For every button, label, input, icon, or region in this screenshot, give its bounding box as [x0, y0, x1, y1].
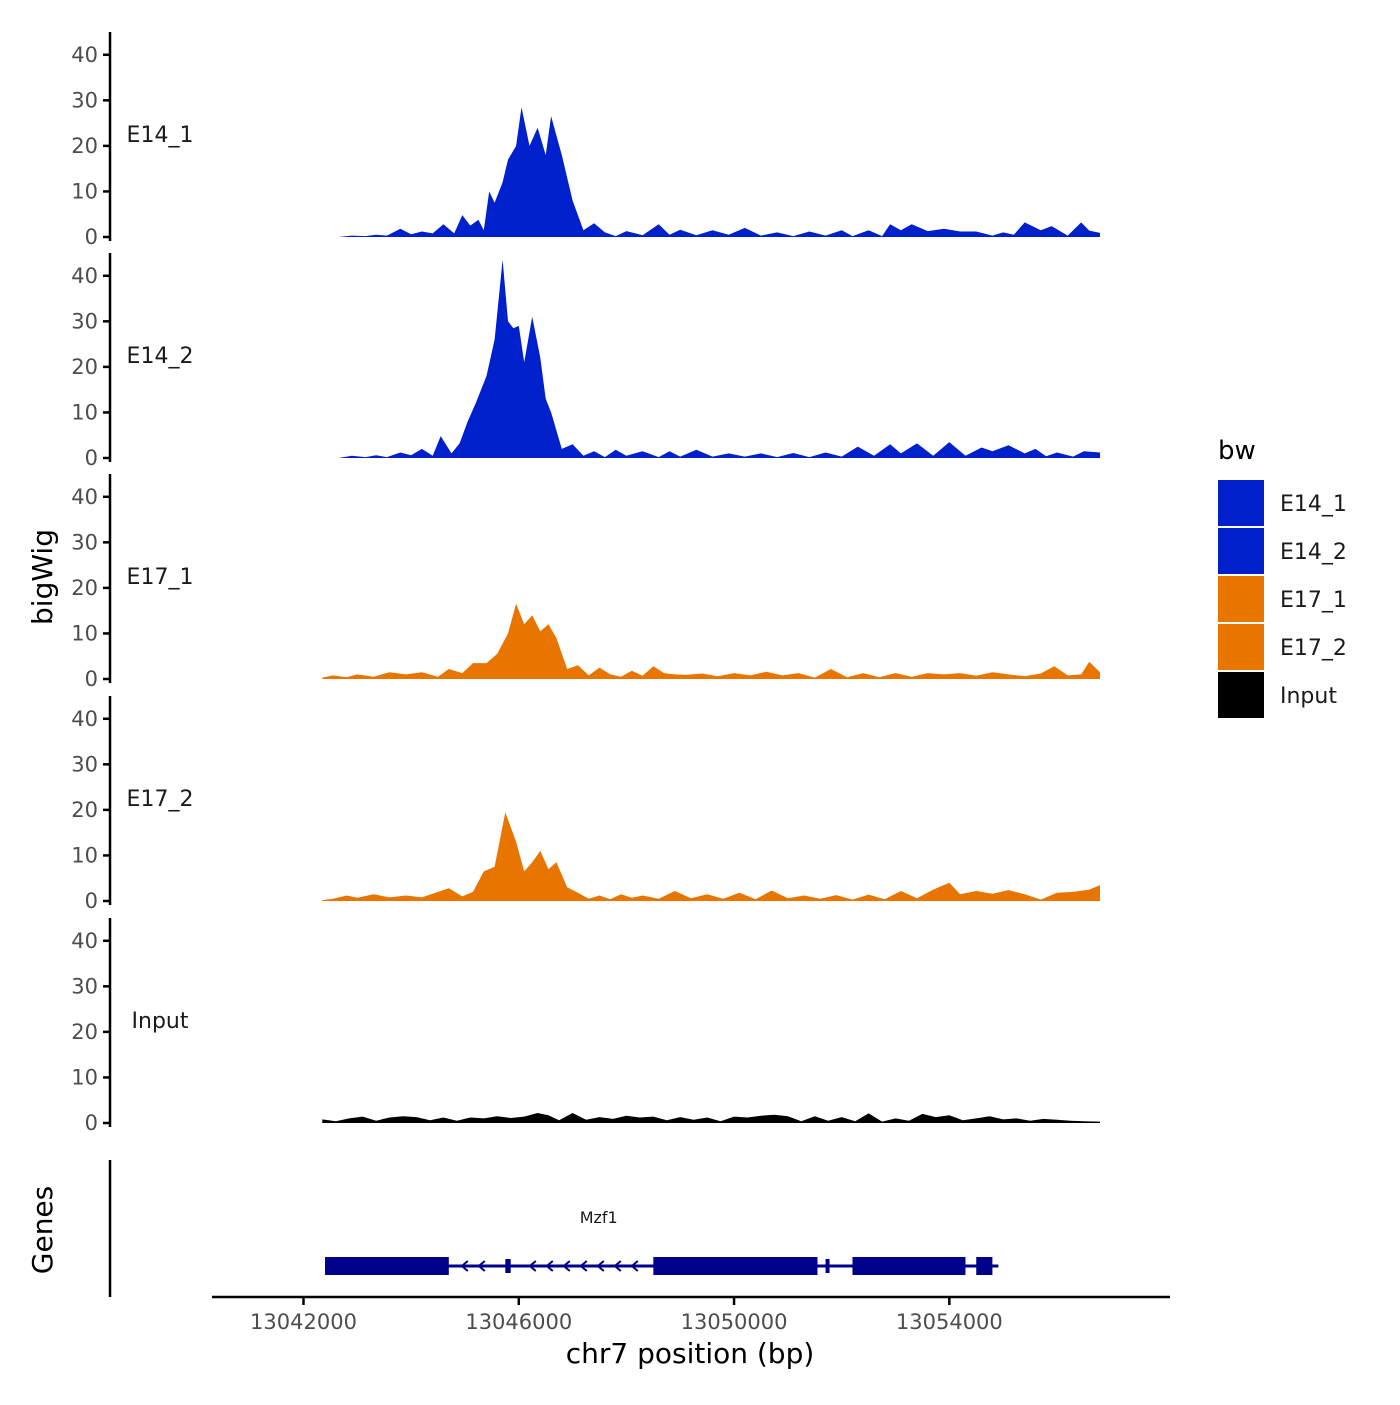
legend-swatch-E14_2 — [1218, 528, 1264, 574]
strand-chevron — [579, 1260, 588, 1272]
panels-layer: 0 10 20 30 40 E14_1 0 10 20 30 40 E14_2 0 10 20 30 40 E17… — [71, 32, 1100, 1135]
y-tick-label: 0 — [85, 667, 98, 691]
strand-chevron — [528, 1260, 537, 1272]
x-tick-label: 13054000 — [896, 1310, 1003, 1334]
y-tick-label: 10 — [71, 1065, 98, 1089]
gene-exon — [505, 1259, 511, 1273]
y-axis-title: bigWig — [26, 529, 59, 625]
legend-title: bw — [1218, 436, 1256, 466]
y-tick-label: 30 — [71, 309, 98, 333]
panel-label: E17_2 — [127, 787, 194, 812]
gene-name-label: Mzf1 — [580, 1208, 618, 1227]
y-tick-label: 10 — [71, 179, 98, 203]
panel-E14_1: 0 10 20 30 40 E14_1 — [71, 32, 1100, 249]
gene-exon — [325, 1257, 449, 1275]
legend-swatch-E17_2 — [1218, 624, 1264, 670]
x-tick-label: 13042000 — [250, 1310, 357, 1334]
legend-label-E17_2: E17_2 — [1280, 636, 1347, 661]
coverage-area-E17_2 — [322, 812, 1100, 901]
strand-chevron — [477, 1260, 486, 1272]
y-tick-label: 0 — [85, 225, 98, 249]
panel-label: Input — [132, 1009, 189, 1034]
y-tick-label: 40 — [71, 485, 98, 509]
gene-track-title: Genes — [26, 1186, 59, 1274]
panel-E17_2: 0 10 20 30 40 E17_2 — [71, 696, 1100, 913]
x-tick-label: 13050000 — [681, 1310, 788, 1334]
legend-swatch-E14_1 — [1218, 480, 1264, 526]
gene-track: Mzf1 — [108, 1160, 999, 1297]
panel-E14_2: 0 10 20 30 40 E14_2 — [71, 253, 1100, 470]
panel-label: E14_2 — [127, 344, 194, 369]
strand-chevron — [613, 1260, 622, 1272]
y-tick-label: 20 — [71, 355, 98, 379]
gene-exon — [825, 1259, 830, 1273]
y-tick-label: 20 — [71, 798, 98, 822]
panel-label: E17_1 — [127, 565, 194, 590]
y-tick-label: 40 — [71, 929, 98, 953]
y-tick-label: 30 — [71, 530, 98, 554]
panel-E17_1: 0 10 20 30 40 E17_1 — [71, 474, 1100, 691]
y-tick-label: 10 — [71, 843, 98, 867]
x-axis-title: chr7 position (bp) — [566, 1337, 815, 1370]
coverage-area-E14_1 — [338, 107, 1100, 237]
coverage-area-E14_2 — [338, 259, 1100, 458]
strand-chevron — [596, 1260, 605, 1272]
y-tick-label: 40 — [71, 707, 98, 731]
y-tick-label: 0 — [85, 889, 98, 913]
legend-label-Input: Input — [1280, 684, 1337, 709]
legend-label-E17_1: E17_1 — [1280, 588, 1347, 613]
legend-label-E14_2: E14_2 — [1280, 540, 1347, 565]
y-tick-label: 10 — [71, 621, 98, 645]
gene-exon — [976, 1257, 993, 1275]
legend-swatch-E17_1 — [1218, 576, 1264, 622]
y-tick-label: 0 — [85, 1111, 98, 1135]
y-tick-label: 40 — [71, 43, 98, 67]
y-tick-label: 40 — [71, 264, 98, 288]
y-tick-label: 30 — [71, 752, 98, 776]
y-tick-label: 20 — [71, 134, 98, 158]
x-axis: 13042000 13046000 13050000 13054000 — [212, 1295, 1170, 1334]
strand-chevron — [460, 1260, 469, 1272]
y-tick-label: 30 — [71, 974, 98, 998]
strand-chevron — [545, 1260, 554, 1272]
legend-swatch-Input — [1218, 672, 1264, 718]
legend-label-E14_1: E14_1 — [1280, 492, 1347, 517]
panel-Input: 0 10 20 30 40 Input — [71, 918, 1100, 1135]
y-tick-label: 0 — [85, 446, 98, 470]
legend: bw E14_1 E14_2 E17_1 E17_2 Input — [1218, 436, 1347, 718]
y-tick-label: 20 — [71, 1020, 98, 1044]
coverage-area-Input — [322, 1113, 1100, 1123]
strand-chevron — [630, 1260, 639, 1272]
y-tick-label: 30 — [71, 88, 98, 112]
gene-exon — [653, 1257, 818, 1275]
gene-Mzf1: Mzf1 — [325, 1208, 999, 1275]
panel-label: E14_1 — [127, 123, 194, 148]
y-tick-label: 10 — [71, 400, 98, 424]
strand-chevron — [562, 1260, 571, 1272]
gene-exon — [852, 1257, 966, 1275]
y-tick-label: 20 — [71, 576, 98, 600]
coverage-area-E17_1 — [322, 603, 1100, 679]
x-tick-label: 13046000 — [465, 1310, 572, 1334]
